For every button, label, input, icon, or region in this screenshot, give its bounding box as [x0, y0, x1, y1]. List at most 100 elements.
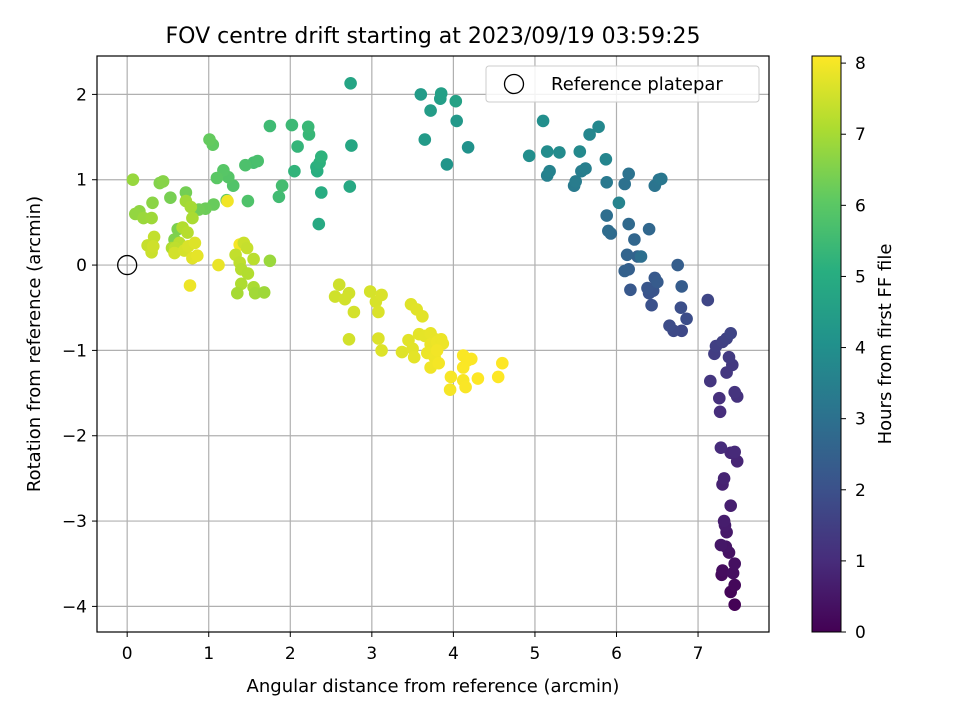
data-point — [424, 104, 437, 117]
data-point — [363, 285, 377, 298]
data-point — [272, 190, 286, 204]
data-point — [183, 279, 197, 292]
data-point — [146, 196, 159, 210]
data-point — [651, 275, 664, 289]
data-point — [645, 298, 658, 312]
colorbar-tick-label: 7 — [855, 125, 866, 145]
data-point — [618, 177, 631, 191]
data-point — [671, 258, 684, 272]
data-point — [491, 370, 505, 384]
legend-box — [485, 65, 760, 103]
data-point — [414, 88, 428, 101]
colorbar-gradient — [811, 55, 842, 633]
data-point — [618, 264, 631, 278]
data-point — [536, 114, 550, 128]
data-point — [612, 196, 626, 210]
data-point — [210, 171, 224, 185]
data-point — [345, 139, 358, 152]
data-point — [247, 252, 260, 266]
reference-point-marker — [117, 254, 138, 276]
data-point — [231, 286, 244, 300]
colorbar-tick-label: 8 — [855, 54, 866, 74]
data-point — [375, 344, 388, 357]
data-point — [717, 472, 731, 485]
colorbar-tick-label: 5 — [855, 267, 866, 287]
data-point — [622, 217, 635, 231]
data-point — [416, 310, 429, 323]
data-point — [450, 114, 464, 128]
data-point — [728, 445, 741, 459]
data-point — [372, 305, 385, 319]
data-point — [713, 405, 727, 419]
colorbar-tick-label: 1 — [855, 552, 866, 572]
data-point — [347, 305, 361, 319]
data-point — [344, 77, 357, 90]
data-point — [235, 277, 248, 291]
data-point — [240, 241, 254, 255]
data-point — [444, 370, 458, 384]
data-point — [620, 248, 634, 262]
data-point — [569, 175, 582, 188]
data-point — [241, 267, 255, 280]
x-ticks: 0 1 2 3 4 5 6 7 — [122, 632, 704, 664]
data-point — [407, 350, 421, 364]
data-point — [156, 175, 170, 188]
data-point — [704, 374, 717, 388]
y-tick-label: −4 — [62, 597, 87, 617]
data-point — [191, 249, 204, 262]
x-axis-label: Angular distance from reference (arcmin) — [247, 676, 620, 697]
data-point — [248, 286, 262, 300]
data-point — [456, 361, 470, 374]
data-point — [573, 145, 587, 158]
data-point — [263, 119, 277, 133]
data-point — [701, 293, 715, 307]
data-point — [496, 356, 509, 370]
data-point — [440, 158, 454, 171]
legend-label: Reference platepar — [551, 74, 723, 95]
data-point — [634, 250, 648, 263]
x-tick-label: 6 — [611, 644, 622, 664]
data-point — [188, 236, 202, 250]
data-point — [263, 254, 277, 268]
data-point — [275, 179, 289, 192]
data-point — [624, 283, 637, 297]
data-point — [602, 224, 615, 238]
data-point — [628, 233, 641, 246]
data-point — [600, 209, 613, 222]
data-point — [579, 162, 592, 175]
data-point — [641, 281, 654, 295]
colorbar-label: Hours from first FF file — [875, 244, 896, 445]
data-point — [716, 564, 729, 577]
data-point — [301, 120, 315, 134]
data-point — [212, 258, 225, 272]
data-point — [147, 230, 161, 244]
data-point — [251, 154, 264, 168]
data-point — [543, 164, 556, 178]
data-point — [642, 222, 656, 236]
data-point — [663, 319, 676, 333]
x-tick-label: 4 — [448, 644, 459, 664]
data-point — [583, 128, 596, 141]
data-point — [717, 514, 731, 528]
legend-marker-icon — [503, 73, 525, 95]
x-tick-label: 7 — [693, 644, 704, 664]
data-point — [372, 332, 385, 345]
data-point — [257, 286, 271, 299]
y-axis-label: Rotation from reference (arcmin) — [24, 196, 45, 492]
data-point — [126, 173, 140, 186]
data-point — [332, 278, 346, 292]
data-point — [722, 350, 736, 364]
colorbar-ticks: 0 1 2 3 4 5 6 7 8 — [841, 54, 866, 643]
data-point — [600, 176, 613, 189]
data-point — [375, 288, 388, 302]
data-point — [465, 352, 478, 366]
data-point — [724, 499, 737, 512]
data-point — [622, 167, 635, 181]
data-point — [395, 345, 409, 359]
points-layer — [126, 77, 744, 611]
data-point — [164, 191, 177, 204]
data-point — [315, 186, 328, 199]
chart-title: FOV centre drift starting at 2023/09/19 … — [166, 24, 701, 49]
y-tick-label: 0 — [76, 256, 87, 276]
